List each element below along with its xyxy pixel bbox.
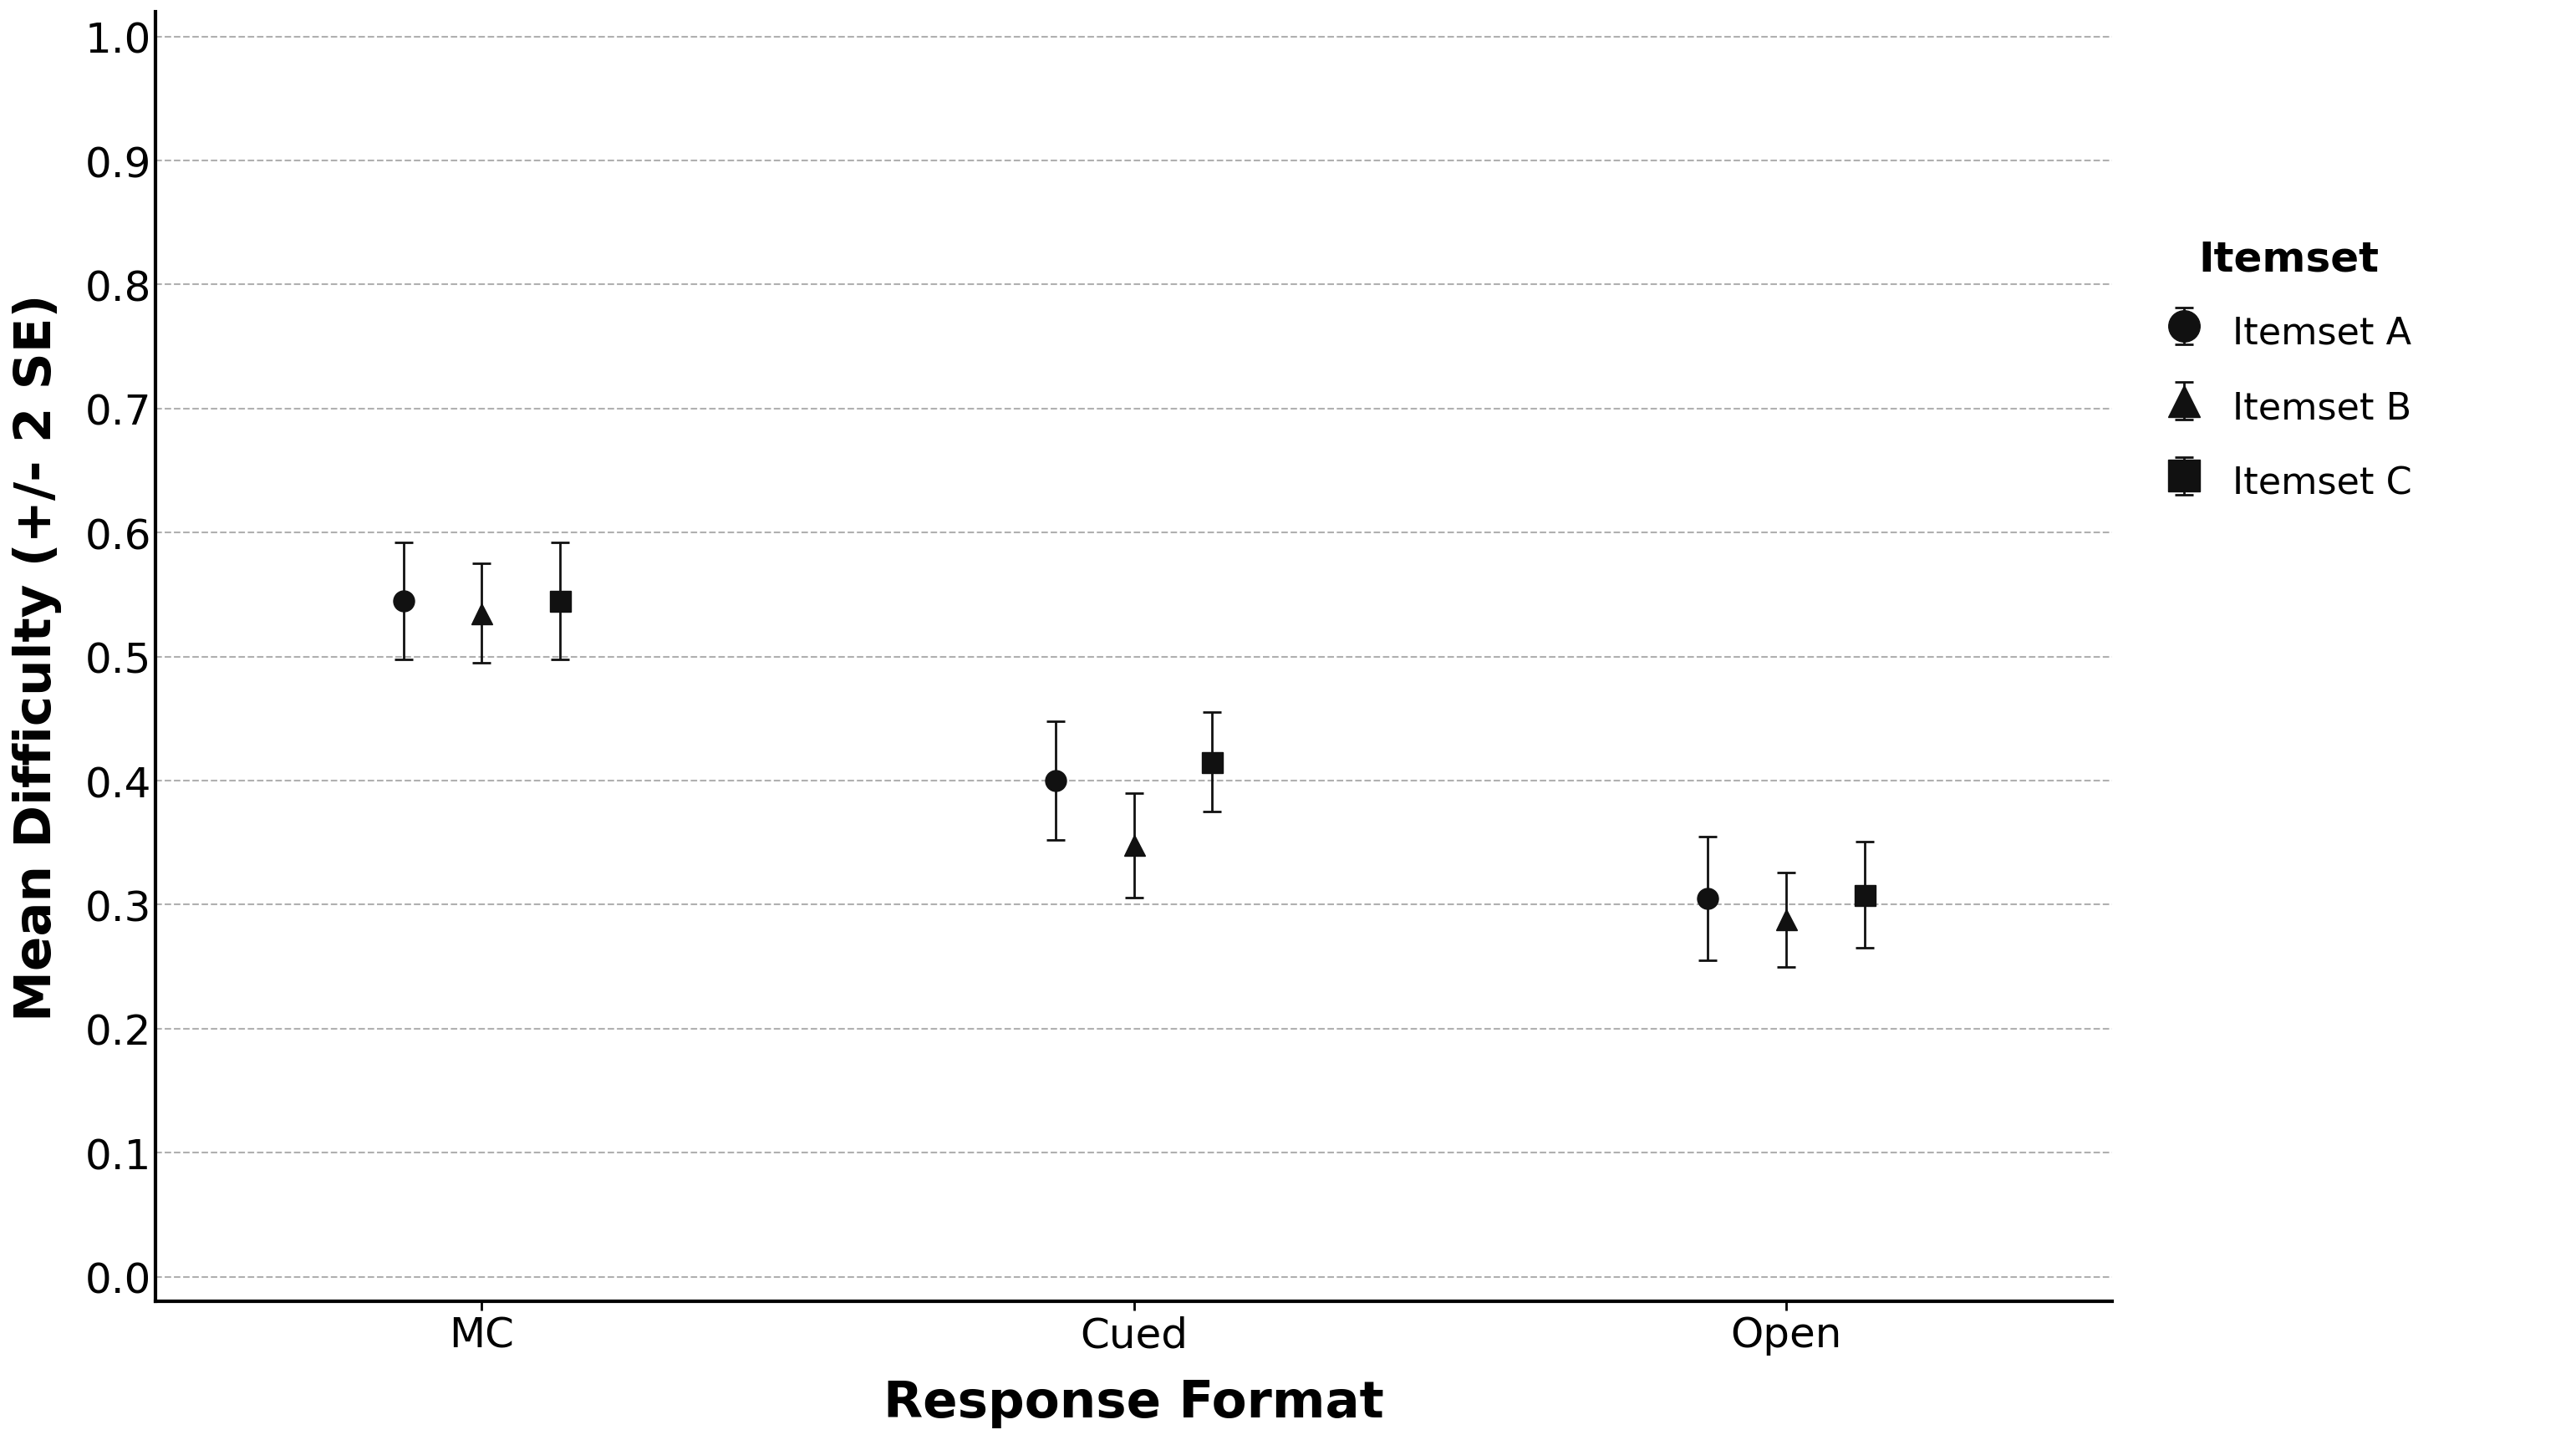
Y-axis label: Mean Difficulty (+/- 2 SE): Mean Difficulty (+/- 2 SE) xyxy=(13,294,62,1021)
Legend: Itemset A, Itemset B, Itemset C: Itemset A, Itemset B, Itemset C xyxy=(2151,225,2427,520)
X-axis label: Response Format: Response Format xyxy=(884,1378,1383,1427)
